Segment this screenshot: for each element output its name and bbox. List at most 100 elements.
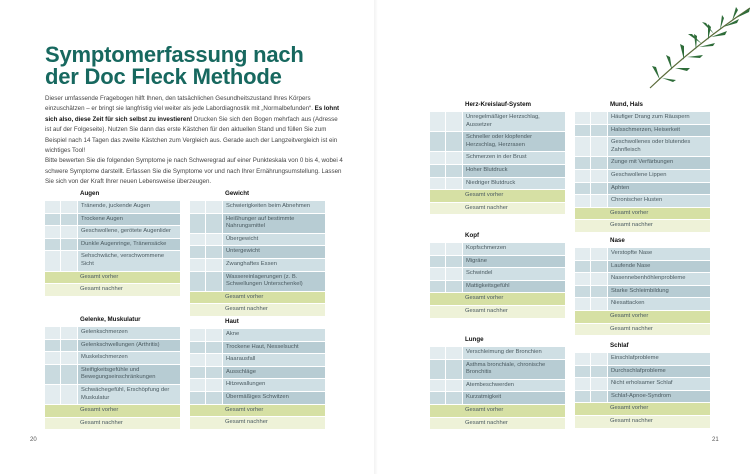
score-before-box[interactable] [430, 112, 445, 132]
score-before-box[interactable] [190, 201, 205, 213]
score-before-box[interactable] [45, 384, 60, 405]
score-after-box[interactable] [591, 260, 607, 273]
score-before-box[interactable] [575, 273, 590, 285]
score-before-box[interactable] [190, 233, 205, 246]
score-after-box[interactable] [206, 341, 222, 354]
score-after-box[interactable] [61, 238, 77, 251]
score-before-box[interactable] [190, 329, 205, 341]
total-before-row[interactable]: Gesamt vorher [575, 207, 710, 220]
score-before-box[interactable] [45, 238, 60, 251]
score-before-box[interactable] [190, 213, 205, 233]
score-before-box[interactable] [575, 353, 590, 365]
score-after-box[interactable] [206, 258, 222, 271]
score-before-box[interactable] [575, 260, 590, 273]
score-after-box[interactable] [206, 271, 222, 291]
score-before-box[interactable] [45, 352, 60, 364]
score-before-box[interactable] [430, 177, 445, 190]
score-before-box[interactable] [190, 258, 205, 271]
score-before-box[interactable] [575, 169, 590, 182]
total-after-row[interactable]: Gesamt nachher [45, 417, 180, 430]
total-before-row[interactable]: Gesamt vorher [190, 404, 325, 417]
total-after-row[interactable]: Gesamt nachher [430, 202, 565, 215]
score-before-box[interactable] [575, 182, 590, 195]
score-before-box[interactable] [190, 271, 205, 291]
score-after-box[interactable] [61, 364, 77, 384]
total-after-row[interactable]: Gesamt nachher [575, 220, 710, 232]
score-after-box[interactable] [446, 164, 462, 177]
score-after-box[interactable] [206, 379, 222, 391]
score-before-box[interactable] [575, 137, 590, 157]
score-after-box[interactable] [591, 124, 607, 137]
score-after-box[interactable] [206, 233, 222, 246]
total-before-row[interactable]: Gesamt vorher [45, 271, 180, 284]
score-after-box[interactable] [591, 285, 607, 298]
score-after-box[interactable] [446, 177, 462, 190]
total-after-row[interactable]: Gesamt nachher [190, 417, 325, 429]
score-before-box[interactable] [190, 366, 205, 379]
score-before-box[interactable] [575, 285, 590, 298]
score-after-box[interactable] [61, 226, 77, 238]
score-before-box[interactable] [430, 359, 445, 379]
score-before-box[interactable] [575, 298, 590, 310]
score-before-box[interactable] [45, 327, 60, 339]
score-before-box[interactable] [430, 379, 445, 392]
score-before-box[interactable] [430, 268, 445, 280]
score-before-box[interactable] [575, 248, 590, 260]
score-after-box[interactable] [591, 365, 607, 378]
score-after-box[interactable] [591, 298, 607, 310]
score-after-box[interactable] [61, 201, 77, 213]
score-after-box[interactable] [591, 182, 607, 195]
score-before-box[interactable] [575, 112, 590, 124]
total-before-row[interactable]: Gesamt vorher [430, 190, 565, 202]
score-after-box[interactable] [446, 268, 462, 280]
total-before-row[interactable]: Gesamt vorher [575, 403, 710, 415]
score-before-box[interactable] [190, 246, 205, 258]
score-after-box[interactable] [591, 378, 607, 390]
score-before-box[interactable] [45, 201, 60, 213]
score-after-box[interactable] [61, 327, 77, 339]
score-after-box[interactable] [591, 353, 607, 365]
total-after-row[interactable]: Gesamt nachher [430, 417, 565, 430]
score-after-box[interactable] [206, 329, 222, 341]
score-after-box[interactable] [206, 201, 222, 213]
score-after-box[interactable] [206, 366, 222, 379]
score-after-box[interactable] [206, 391, 222, 404]
score-before-box[interactable] [45, 251, 60, 271]
score-after-box[interactable] [591, 112, 607, 124]
score-before-box[interactable] [575, 157, 590, 169]
score-after-box[interactable] [591, 390, 607, 403]
score-after-box[interactable] [61, 352, 77, 364]
score-before-box[interactable] [430, 255, 445, 268]
score-before-box[interactable] [430, 132, 445, 152]
score-before-box[interactable] [45, 213, 60, 226]
score-before-box[interactable] [575, 195, 590, 207]
score-before-box[interactable] [45, 226, 60, 238]
score-after-box[interactable] [206, 354, 222, 366]
score-after-box[interactable] [446, 152, 462, 164]
score-before-box[interactable] [430, 152, 445, 164]
score-after-box[interactable] [61, 339, 77, 352]
score-before-box[interactable] [190, 341, 205, 354]
score-after-box[interactable] [591, 248, 607, 260]
total-after-row[interactable]: Gesamt nachher [190, 304, 325, 316]
score-after-box[interactable] [446, 359, 462, 379]
score-before-box[interactable] [430, 280, 445, 293]
score-before-box[interactable] [45, 339, 60, 352]
score-after-box[interactable] [591, 137, 607, 157]
total-after-row[interactable]: Gesamt nachher [575, 323, 710, 336]
total-after-row[interactable]: Gesamt nachher [430, 305, 565, 318]
total-after-row[interactable]: Gesamt nachher [575, 415, 710, 428]
score-before-box[interactable] [430, 164, 445, 177]
score-after-box[interactable] [206, 213, 222, 233]
total-before-row[interactable]: Gesamt vorher [190, 291, 325, 304]
score-after-box[interactable] [61, 251, 77, 271]
score-before-box[interactable] [575, 365, 590, 378]
score-after-box[interactable] [446, 280, 462, 293]
score-before-box[interactable] [190, 354, 205, 366]
score-after-box[interactable] [446, 132, 462, 152]
score-after-box[interactable] [206, 246, 222, 258]
score-before-box[interactable] [45, 364, 60, 384]
score-before-box[interactable] [430, 243, 445, 255]
score-after-box[interactable] [446, 347, 462, 359]
score-before-box[interactable] [190, 379, 205, 391]
